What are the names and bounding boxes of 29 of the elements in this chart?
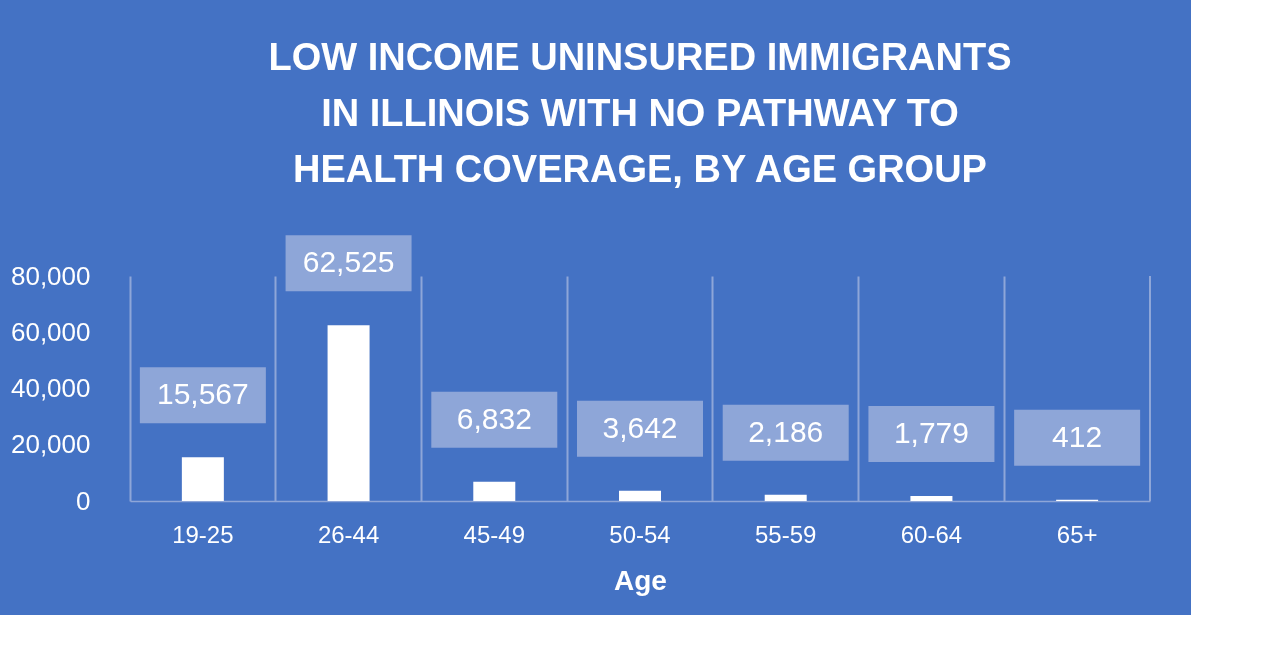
data-label: 412 [1052,419,1103,453]
y-tick-label: 80,000 [10,260,91,291]
x-tick-label: 65+ [1056,520,1098,548]
bar [619,490,661,501]
text: IN ILLINOIS WITH NO PATHWAY TO [321,92,959,135]
bar [327,325,370,501]
bar [764,494,807,501]
bar [473,481,516,501]
y-tick-label: 0 [76,485,91,516]
bar [181,457,224,501]
data-label: 3,642 [602,410,678,444]
y-tick-label: 20,000 [10,429,91,460]
x-tick-label: 45-49 [463,520,525,548]
x-tick-label: 19-25 [172,520,234,548]
y-tick-label: 40,000 [10,373,91,403]
x-axis-title: Age [614,564,667,596]
x-tick-label: 60-64 [900,520,963,548]
data-label: 15,567 [156,377,249,411]
data-label: 2,186 [748,414,824,448]
data-label: 1,779 [893,416,969,449]
y-tick-label: 60,000 [10,316,91,347]
text: HEALTH COVERAGE, BY AGE GROUP [293,148,987,191]
x-tick-label: 55-59 [755,520,817,548]
bar [910,496,953,501]
x-tick-label: 26-44 [317,520,380,548]
data-label: 6,832 [456,401,532,435]
text: LOW INCOME UNINSURED IMMIGRANTS [268,36,1012,79]
x-tick-label: 50-54 [609,520,671,548]
data-label: 62,525 [302,245,395,279]
